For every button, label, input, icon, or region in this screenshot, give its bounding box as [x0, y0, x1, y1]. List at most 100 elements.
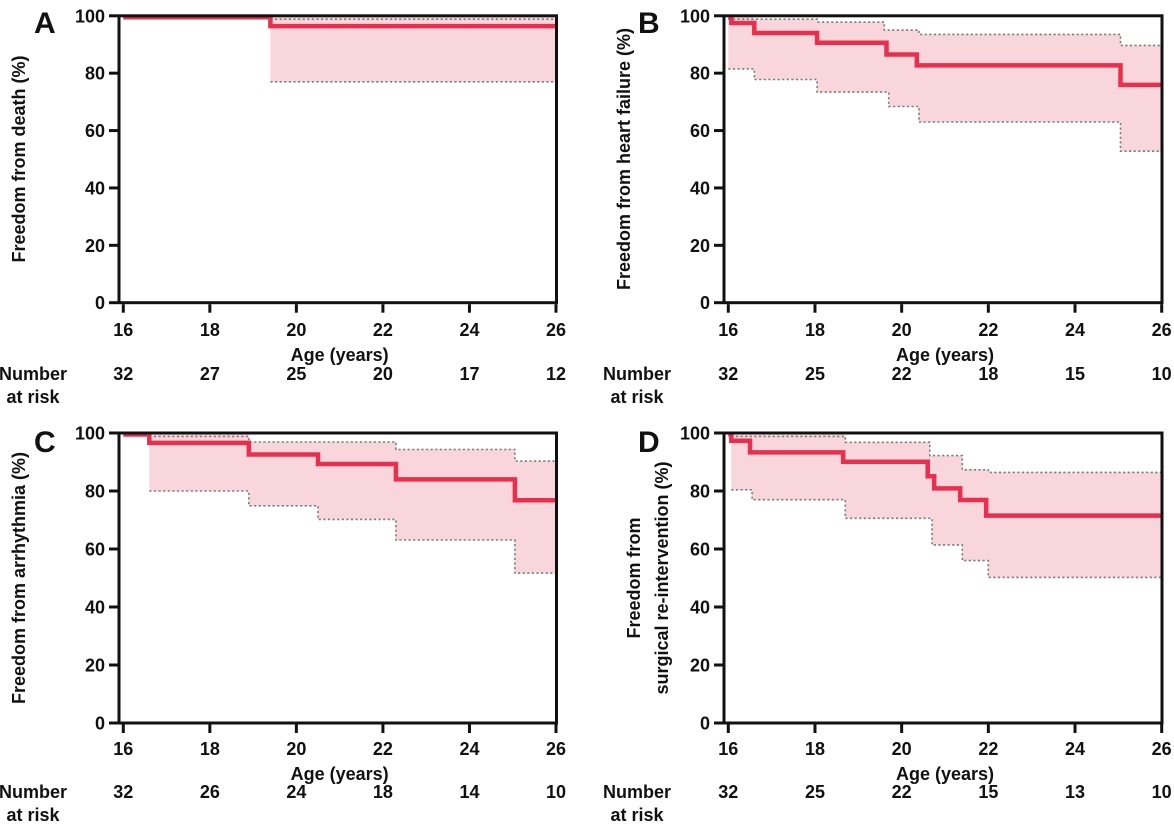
y-tick-label: 100 [680, 424, 710, 444]
x-axis-title: Age (years) [896, 345, 994, 365]
y-tick-label: 20 [690, 236, 710, 256]
y-tick-label: 0 [95, 293, 105, 313]
x-tick-label: 26 [1152, 320, 1172, 340]
plot-frame [117, 14, 558, 305]
x-tick-label: 18 [805, 320, 825, 340]
number-at-risk-value: 14 [459, 782, 479, 802]
x-tick-label: 26 [546, 320, 566, 340]
x-tick-label: 26 [546, 739, 566, 759]
y-axis-title: Freedom from death (%) [9, 55, 29, 262]
x-tick-label: 24 [459, 739, 479, 759]
y-tick-label: 100 [680, 6, 710, 26]
y-tick-label: 80 [85, 482, 105, 502]
number-at-risk-value: 27 [200, 364, 220, 384]
panel-letter: C [34, 426, 56, 459]
ci-lower-line [149, 490, 556, 574]
y-tick-label: 80 [690, 482, 710, 502]
ci-lower-line [731, 488, 1162, 579]
survival-curve [123, 432, 556, 503]
y-tick-label: 60 [690, 121, 710, 141]
y-tick-label: 20 [690, 656, 710, 676]
confidence-band [149, 433, 557, 574]
y-tick-label: 60 [85, 540, 105, 560]
number-at-risk-value: 15 [978, 782, 998, 802]
panel-letter: A [34, 7, 56, 40]
x-tick-label: 16 [113, 739, 133, 759]
y-tick-label: 100 [75, 424, 105, 444]
number-at-risk-value: 13 [1065, 782, 1085, 802]
ci-upper-line [728, 18, 1162, 47]
number-at-risk-value: 22 [892, 364, 912, 384]
x-tick-label: 26 [1152, 739, 1172, 759]
plot-frame [722, 431, 1164, 725]
number-at-risk-value: 32 [113, 782, 133, 802]
y-axis-title: Freedom from heart failure (%) [614, 28, 634, 290]
y-axis-title: surgical re-intervention (%) [652, 461, 672, 694]
y-tick-label: 60 [690, 540, 710, 560]
x-tick-label: 24 [1065, 320, 1085, 340]
y-tick-label: 0 [700, 293, 710, 313]
number-at-risk-value: 15 [1065, 364, 1085, 384]
plot-frame [117, 431, 558, 725]
y-tick-label: 20 [85, 656, 105, 676]
number-at-risk-value: 32 [718, 364, 738, 384]
ci-upper-line [149, 435, 556, 462]
number-at-risk-value: 22 [892, 782, 912, 802]
x-tick-label: 22 [373, 320, 393, 340]
number-at-risk-value: 24 [286, 782, 306, 802]
y-tick-label: 40 [690, 598, 710, 618]
survival-curve [728, 432, 1162, 518]
risk-caption-line2: at risk [610, 387, 664, 407]
x-tick-label: 18 [200, 320, 220, 340]
confidence-band [270, 15, 556, 82]
number-at-risk-value: 32 [718, 782, 738, 802]
risk-caption-line1: Number [0, 782, 67, 802]
y-axis-title: Freedom from arrhythmia (%) [9, 452, 29, 704]
x-tick-label: 24 [1065, 739, 1085, 759]
panel-letter: D [638, 426, 660, 459]
x-tick-label: 22 [978, 320, 998, 340]
y-tick-label: 60 [85, 121, 105, 141]
x-tick-label: 20 [286, 320, 306, 340]
number-at-risk-value: 25 [805, 782, 825, 802]
x-tick-label: 20 [892, 739, 912, 759]
panel-A: 16 32 18 27 20 25 22 20 24 17 26 12 0 20 40 60 80 100 Age … [0, 6, 566, 407]
number-at-risk-value: 18 [978, 364, 998, 384]
number-at-risk-value: 25 [805, 364, 825, 384]
number-at-risk-value: 32 [113, 364, 133, 384]
y-tick-label: 40 [85, 598, 105, 618]
y-tick-label: 0 [95, 714, 105, 734]
x-tick-label: 16 [718, 320, 738, 340]
x-axis-title: Age (years) [291, 345, 389, 365]
survival-curve [728, 15, 1162, 88]
y-tick-label: 100 [75, 6, 105, 26]
number-at-risk-value: 10 [1152, 364, 1172, 384]
risk-caption-line1: Number [0, 364, 67, 384]
number-at-risk-value: 18 [373, 782, 393, 802]
y-tick-label: 80 [690, 64, 710, 84]
ci-upper-line [731, 435, 1162, 474]
x-tick-label: 22 [978, 739, 998, 759]
x-tick-label: 16 [113, 320, 133, 340]
x-tick-label: 16 [718, 739, 738, 759]
x-axis-title: Age (years) [291, 764, 389, 784]
risk-caption-line2: at risk [6, 805, 60, 825]
panel-letter: B [638, 7, 660, 40]
x-tick-label: 20 [892, 320, 912, 340]
number-at-risk-value: 26 [200, 782, 220, 802]
panel-D: 163218252022221524132610020406080100Age … [603, 424, 1172, 826]
panel-B: 163218252022221824152610020406080100Age … [603, 6, 1172, 407]
x-axis-title: Age (years) [896, 764, 994, 784]
x-tick-label: 18 [200, 739, 220, 759]
risk-caption-line2: at risk [6, 387, 60, 407]
number-at-risk-value: 25 [286, 364, 306, 384]
x-tick-label: 24 [459, 320, 479, 340]
y-tick-label: 20 [85, 236, 105, 256]
y-tick-label: 80 [85, 64, 105, 84]
number-at-risk-value: 20 [373, 364, 393, 384]
confidence-band [728, 15, 1162, 152]
risk-caption-line2: at risk [610, 805, 664, 825]
y-axis-title: Freedom from [624, 517, 644, 638]
